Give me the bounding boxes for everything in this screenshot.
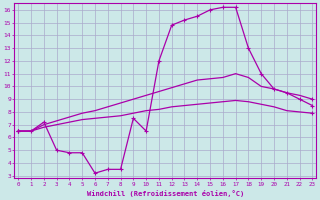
X-axis label: Windchill (Refroidissement éolien,°C): Windchill (Refroidissement éolien,°C)	[87, 190, 244, 197]
